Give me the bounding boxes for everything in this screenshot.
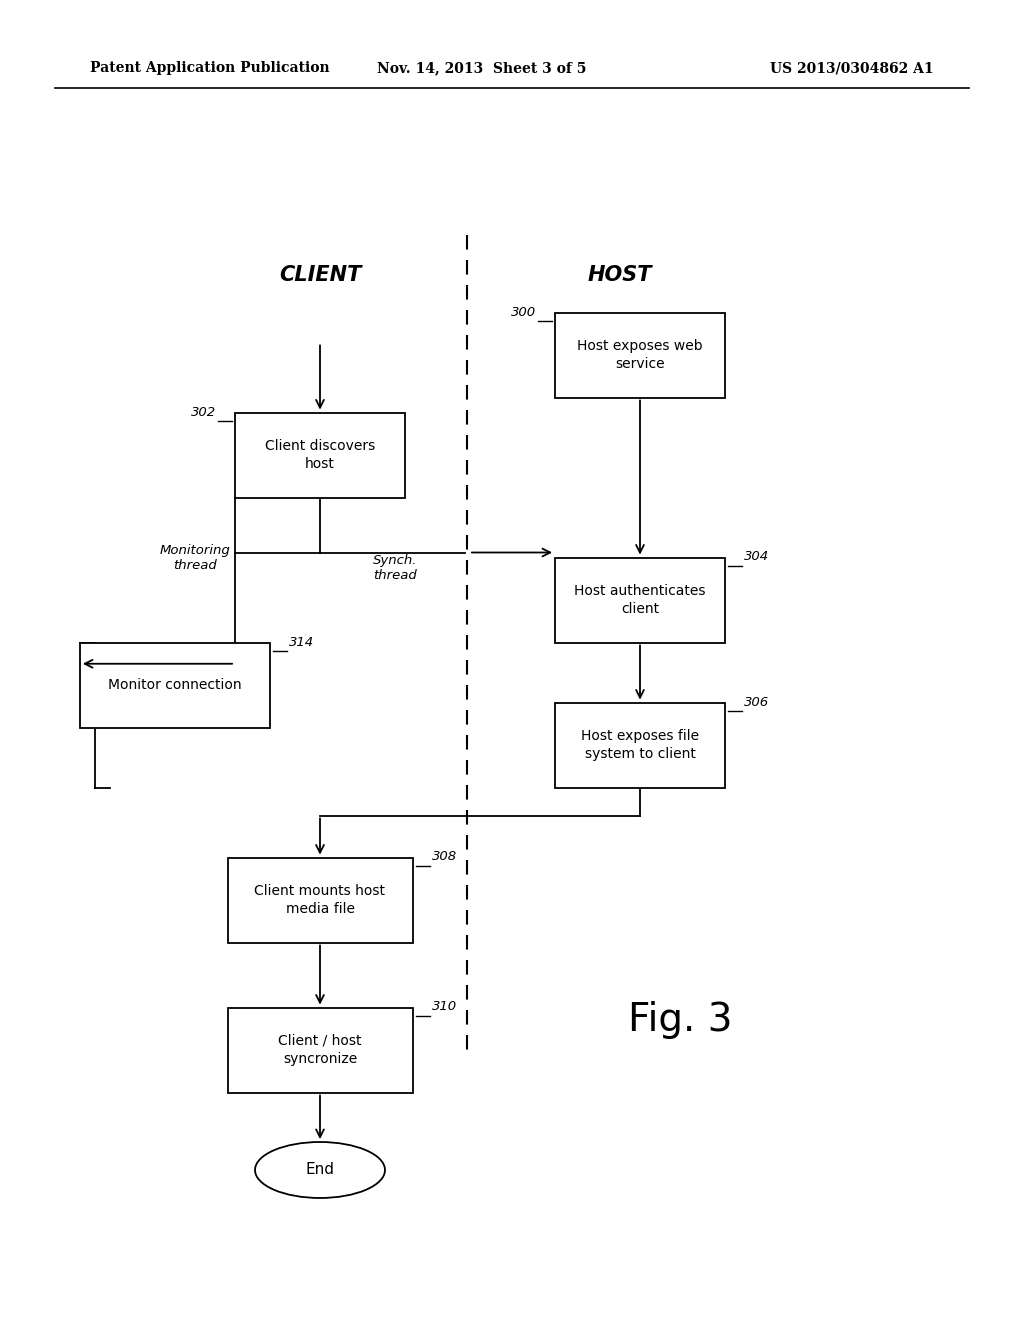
Text: 304: 304: [744, 550, 769, 564]
FancyBboxPatch shape: [234, 412, 406, 498]
Text: Client / host
syncronize: Client / host syncronize: [279, 1034, 361, 1067]
Text: Synch.
thread: Synch. thread: [373, 554, 417, 582]
Text: Client mounts host
media file: Client mounts host media file: [255, 884, 385, 916]
Text: HOST: HOST: [588, 265, 652, 285]
Text: Host exposes file
system to client: Host exposes file system to client: [581, 729, 699, 762]
Text: Nov. 14, 2013  Sheet 3 of 5: Nov. 14, 2013 Sheet 3 of 5: [377, 61, 587, 75]
Ellipse shape: [255, 1142, 385, 1199]
Text: Patent Application Publication: Patent Application Publication: [90, 61, 330, 75]
Text: Host authenticates
client: Host authenticates client: [574, 583, 706, 616]
FancyBboxPatch shape: [555, 702, 725, 788]
Text: Monitoring
thread: Monitoring thread: [160, 544, 230, 572]
Text: Fig. 3: Fig. 3: [628, 1001, 732, 1039]
Text: 308: 308: [431, 850, 457, 863]
Text: 306: 306: [744, 696, 769, 709]
Text: 314: 314: [289, 635, 314, 648]
FancyBboxPatch shape: [555, 313, 725, 397]
Text: 310: 310: [431, 1001, 457, 1014]
FancyBboxPatch shape: [227, 1007, 413, 1093]
FancyBboxPatch shape: [80, 643, 270, 727]
Text: Monitor connection: Monitor connection: [109, 678, 242, 692]
Text: Host exposes web
service: Host exposes web service: [578, 339, 702, 371]
Text: 300: 300: [511, 305, 536, 318]
Text: 302: 302: [190, 405, 216, 418]
Text: Client discovers
host: Client discovers host: [265, 438, 375, 471]
FancyBboxPatch shape: [555, 557, 725, 643]
Text: End: End: [305, 1163, 335, 1177]
Text: US 2013/0304862 A1: US 2013/0304862 A1: [770, 61, 934, 75]
Text: CLIENT: CLIENT: [279, 265, 361, 285]
FancyBboxPatch shape: [227, 858, 413, 942]
